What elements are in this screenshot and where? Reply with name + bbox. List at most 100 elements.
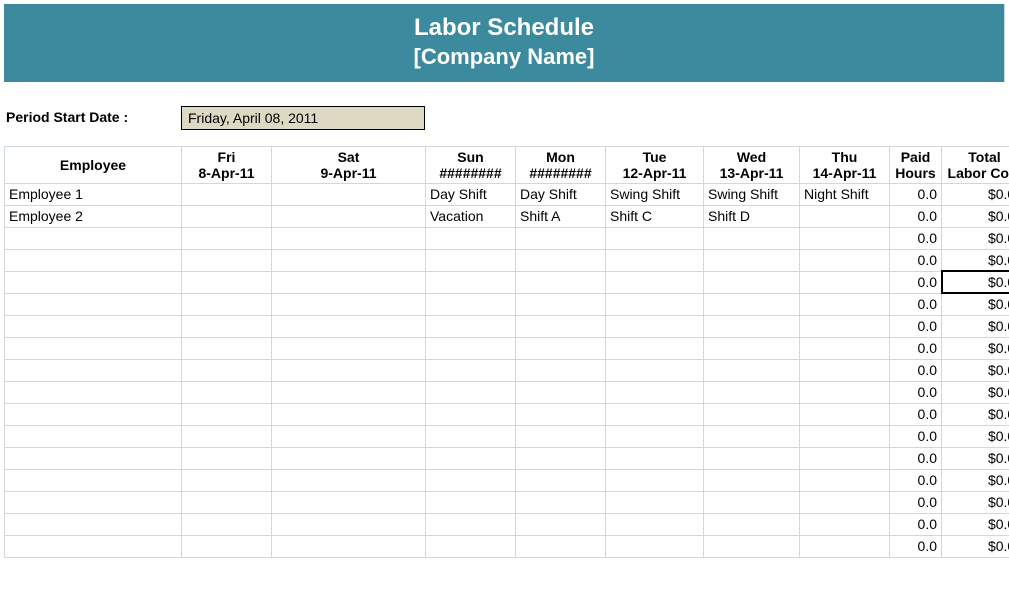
shift-cell[interactable] (182, 249, 272, 271)
shift-cell[interactable] (704, 425, 800, 447)
shift-cell[interactable] (272, 315, 426, 337)
paid-hours-cell[interactable]: 0.0 (890, 227, 942, 249)
shift-cell[interactable] (606, 293, 704, 315)
shift-cell[interactable] (800, 469, 890, 491)
employee-cell[interactable] (5, 513, 182, 535)
employee-cell[interactable] (5, 359, 182, 381)
shift-cell[interactable] (272, 337, 426, 359)
shift-cell[interactable] (516, 293, 606, 315)
shift-cell[interactable] (426, 535, 516, 557)
shift-cell[interactable] (704, 271, 800, 293)
labor-cost-cell[interactable]: $0.00 (942, 249, 1009, 271)
header-mon[interactable]: Mon ######## (516, 146, 606, 183)
shift-cell[interactable] (272, 183, 426, 205)
shift-cell[interactable] (606, 359, 704, 381)
shift-cell[interactable] (800, 447, 890, 469)
employee-cell[interactable]: Employee 1 (5, 183, 182, 205)
labor-cost-cell[interactable]: $0.00 (942, 271, 1009, 293)
shift-cell[interactable] (426, 447, 516, 469)
shift-cell[interactable] (800, 425, 890, 447)
shift-cell[interactable] (272, 227, 426, 249)
shift-cell[interactable] (426, 271, 516, 293)
shift-cell[interactable] (272, 293, 426, 315)
shift-cell[interactable] (704, 227, 800, 249)
shift-cell[interactable] (704, 535, 800, 557)
paid-hours-cell[interactable]: 0.0 (890, 249, 942, 271)
shift-cell[interactable] (182, 381, 272, 403)
shift-cell[interactable] (182, 337, 272, 359)
shift-cell[interactable] (272, 447, 426, 469)
shift-cell[interactable] (516, 513, 606, 535)
shift-cell[interactable] (704, 359, 800, 381)
shift-cell[interactable] (606, 381, 704, 403)
shift-cell[interactable] (800, 381, 890, 403)
header-wed[interactable]: Wed 13-Apr-11 (704, 146, 800, 183)
labor-cost-cell[interactable]: $0.00 (942, 315, 1009, 337)
shift-cell[interactable] (182, 447, 272, 469)
shift-cell[interactable] (516, 469, 606, 491)
shift-cell[interactable] (426, 403, 516, 425)
shift-cell[interactable] (606, 535, 704, 557)
shift-cell[interactable] (606, 315, 704, 337)
employee-cell[interactable] (5, 293, 182, 315)
shift-cell[interactable] (606, 227, 704, 249)
shift-cell[interactable] (606, 491, 704, 513)
header-employee[interactable]: Employee (5, 146, 182, 183)
shift-cell[interactable] (800, 315, 890, 337)
header-paid-hours[interactable]: Paid Hours (890, 146, 942, 183)
shift-cell[interactable] (606, 425, 704, 447)
paid-hours-cell[interactable]: 0.0 (890, 205, 942, 227)
header-fri[interactable]: Fri 8-Apr-11 (182, 146, 272, 183)
shift-cell[interactable] (182, 293, 272, 315)
shift-cell[interactable] (426, 359, 516, 381)
shift-cell[interactable] (182, 183, 272, 205)
labor-cost-cell[interactable]: $0.00 (942, 205, 1009, 227)
shift-cell[interactable] (426, 249, 516, 271)
labor-cost-cell[interactable]: $0.00 (942, 293, 1009, 315)
shift-cell[interactable]: Shift A (516, 205, 606, 227)
labor-cost-cell[interactable]: $0.00 (942, 359, 1009, 381)
shift-cell[interactable] (272, 425, 426, 447)
shift-cell[interactable] (426, 293, 516, 315)
shift-cell[interactable] (704, 491, 800, 513)
paid-hours-cell[interactable]: 0.0 (890, 469, 942, 491)
shift-cell[interactable]: Swing Shift (606, 183, 704, 205)
shift-cell[interactable] (182, 315, 272, 337)
shift-cell[interactable] (800, 491, 890, 513)
shift-cell[interactable] (800, 293, 890, 315)
shift-cell[interactable] (704, 337, 800, 359)
paid-hours-cell[interactable]: 0.0 (890, 403, 942, 425)
header-sun[interactable]: Sun ######## (426, 146, 516, 183)
employee-cell[interactable] (5, 403, 182, 425)
shift-cell[interactable] (516, 535, 606, 557)
shift-cell[interactable] (704, 249, 800, 271)
employee-cell[interactable] (5, 425, 182, 447)
paid-hours-cell[interactable]: 0.0 (890, 535, 942, 557)
employee-cell[interactable] (5, 469, 182, 491)
shift-cell[interactable] (516, 447, 606, 469)
shift-cell[interactable] (800, 403, 890, 425)
shift-cell[interactable] (704, 293, 800, 315)
shift-cell[interactable] (426, 337, 516, 359)
paid-hours-cell[interactable]: 0.0 (890, 447, 942, 469)
shift-cell[interactable] (272, 513, 426, 535)
shift-cell[interactable] (426, 513, 516, 535)
shift-cell[interactable] (606, 271, 704, 293)
shift-cell[interactable] (800, 271, 890, 293)
shift-cell[interactable]: Shift D (704, 205, 800, 227)
employee-cell[interactable] (5, 337, 182, 359)
shift-cell[interactable] (426, 381, 516, 403)
paid-hours-cell[interactable]: 0.0 (890, 271, 942, 293)
shift-cell[interactable] (516, 315, 606, 337)
shift-cell[interactable]: Shift C (606, 205, 704, 227)
paid-hours-cell[interactable]: 0.0 (890, 425, 942, 447)
labor-cost-cell[interactable]: $0.00 (942, 337, 1009, 359)
shift-cell[interactable] (182, 205, 272, 227)
shift-cell[interactable] (800, 359, 890, 381)
shift-cell[interactable] (272, 381, 426, 403)
shift-cell[interactable] (606, 249, 704, 271)
paid-hours-cell[interactable]: 0.0 (890, 337, 942, 359)
shift-cell[interactable] (704, 315, 800, 337)
shift-cell[interactable]: Swing Shift (704, 183, 800, 205)
paid-hours-cell[interactable]: 0.0 (890, 293, 942, 315)
